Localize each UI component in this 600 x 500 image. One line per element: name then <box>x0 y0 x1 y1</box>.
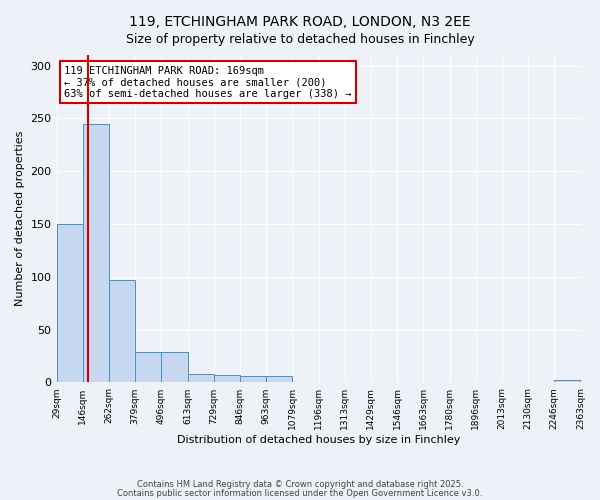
Text: Contains HM Land Registry data © Crown copyright and database right 2025.: Contains HM Land Registry data © Crown c… <box>137 480 463 489</box>
Bar <box>240 376 266 382</box>
Bar <box>83 124 109 382</box>
Y-axis label: Number of detached properties: Number of detached properties <box>15 131 25 306</box>
Bar <box>135 352 161 382</box>
Text: Size of property relative to detached houses in Finchley: Size of property relative to detached ho… <box>125 32 475 46</box>
Text: 119, ETCHINGHAM PARK ROAD, LONDON, N3 2EE: 119, ETCHINGHAM PARK ROAD, LONDON, N3 2E… <box>129 15 471 29</box>
Text: 119 ETCHINGHAM PARK ROAD: 169sqm
← 37% of detached houses are smaller (200)
63% : 119 ETCHINGHAM PARK ROAD: 169sqm ← 37% o… <box>64 66 352 99</box>
Bar <box>188 374 214 382</box>
Bar <box>109 280 135 382</box>
Bar <box>56 224 83 382</box>
Bar <box>214 375 240 382</box>
Bar <box>554 380 580 382</box>
X-axis label: Distribution of detached houses by size in Finchley: Distribution of detached houses by size … <box>177 435 460 445</box>
Bar <box>161 352 188 382</box>
Text: Contains public sector information licensed under the Open Government Licence v3: Contains public sector information licen… <box>118 488 482 498</box>
Bar <box>266 376 292 382</box>
